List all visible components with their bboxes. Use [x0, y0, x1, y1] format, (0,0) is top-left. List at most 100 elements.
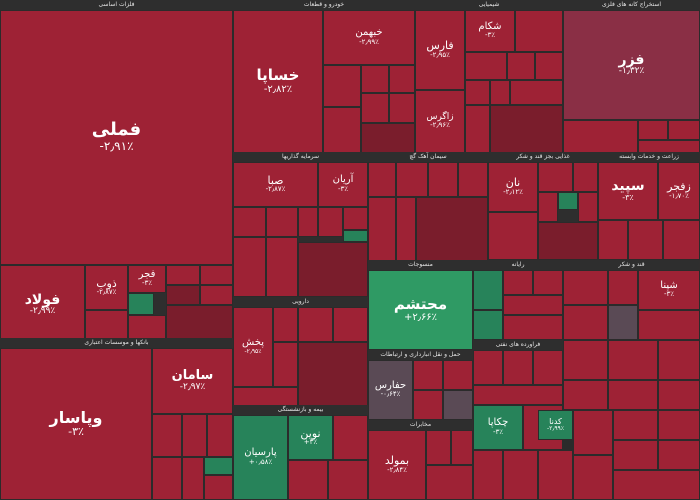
tile-small[interactable] — [266, 207, 298, 237]
tile-small[interactable] — [663, 220, 700, 260]
tile-small[interactable] — [233, 237, 266, 297]
tile-fajr[interactable]: فجر -۳٪ — [128, 265, 166, 293]
tile-small[interactable] — [233, 387, 298, 407]
tile-khodro[interactable]: خساپا -۲٫۸۲٪ — [233, 10, 323, 153]
tile-small[interactable] — [515, 10, 563, 52]
tile-fameli[interactable]: فملی -۲٫۹۱٪ — [0, 10, 233, 265]
tile-small[interactable] — [573, 455, 613, 500]
tile-small[interactable] — [503, 295, 563, 315]
tile-small[interactable] — [563, 120, 638, 153]
tile-small[interactable] — [200, 265, 233, 285]
tile-kdana[interactable]: کدنا -۲٫۹۹٪ — [538, 410, 573, 440]
tile-small[interactable] — [323, 107, 361, 153]
tile-small[interactable] — [563, 305, 608, 340]
tile-small[interactable] — [152, 414, 182, 457]
tile-small[interactable] — [333, 307, 368, 342]
tile-small[interactable] — [368, 197, 396, 262]
tile-small[interactable] — [166, 285, 200, 305]
tile-small[interactable] — [608, 340, 658, 380]
tile-small[interactable] — [573, 410, 613, 455]
tile-mohtasham[interactable]: محتشم +۲٫۶۶٪ — [368, 270, 473, 350]
tile-small[interactable] — [426, 465, 473, 500]
tile-small[interactable] — [343, 207, 368, 230]
tile-small[interactable] — [573, 162, 598, 192]
tile-small[interactable] — [323, 65, 361, 107]
tile-small[interactable] — [488, 212, 538, 260]
tile-pakhsh[interactable]: پخش -۲٫۹۵٪ — [233, 307, 273, 387]
tile-small[interactable] — [533, 270, 563, 295]
tile-small[interactable] — [658, 440, 700, 470]
tile-small-green[interactable] — [473, 270, 503, 310]
tile-small[interactable] — [273, 342, 298, 387]
tile-small[interactable] — [658, 410, 700, 440]
tile-small[interactable] — [200, 285, 233, 305]
tile-small[interactable] — [389, 93, 415, 123]
tile-saman[interactable]: سامان -۲٫۹۷٪ — [152, 348, 233, 414]
tile-small[interactable] — [368, 162, 396, 197]
tile-small[interactable] — [538, 450, 573, 500]
tile-small[interactable] — [563, 340, 608, 380]
tile-small[interactable] — [598, 220, 628, 260]
tile-small-green[interactable] — [558, 192, 578, 210]
tile-foulad[interactable]: فولاد -۲٫۹۹٪ — [0, 265, 85, 345]
tile-small[interactable] — [613, 470, 700, 500]
tile-small[interactable] — [578, 192, 598, 222]
tile-small[interactable] — [298, 207, 318, 237]
tile-zob[interactable]: ذوب -۲٫۸۷٪ — [85, 265, 128, 310]
tile-small[interactable] — [608, 380, 658, 410]
tile-bamlod[interactable]: بمولد -۲٫۸۴٪ — [368, 430, 426, 500]
tile-small[interactable] — [465, 105, 490, 153]
tile-small[interactable] — [298, 307, 333, 342]
tile-vepasar[interactable]: وپاسار -۳٪ — [0, 348, 152, 500]
tile-small[interactable] — [328, 460, 368, 500]
tile-small[interactable] — [613, 410, 658, 440]
tile-small[interactable] — [563, 270, 608, 305]
tile-small[interactable] — [266, 237, 298, 297]
tile-small[interactable] — [638, 120, 668, 140]
tile-small[interactable] — [628, 220, 663, 260]
tile-small[interactable] — [563, 380, 608, 410]
tile-small-green[interactable] — [128, 293, 154, 315]
tile-small[interactable] — [668, 120, 700, 140]
tile-sepid[interactable]: سپید -۳٪ — [598, 162, 658, 220]
tile-aryan[interactable]: آریان -۳٪ — [318, 162, 368, 207]
tile-small[interactable] — [658, 380, 700, 410]
tile-small[interactable] — [361, 93, 389, 123]
tile-small[interactable] — [182, 457, 204, 500]
tile-small[interactable] — [608, 305, 638, 340]
tile-small[interactable] — [318, 207, 343, 237]
tile-small[interactable] — [503, 350, 533, 385]
tile-small[interactable] — [207, 414, 233, 457]
tile-small[interactable] — [451, 430, 473, 465]
tile-fazar[interactable]: فزر -۱٫۳۲٪ — [563, 10, 700, 120]
tile-small[interactable] — [152, 457, 182, 500]
tile-small[interactable] — [638, 310, 700, 340]
tile-small[interactable] — [426, 430, 451, 465]
tile-shekam[interactable]: شکام -۳٪ — [465, 10, 515, 52]
tile-small[interactable] — [608, 270, 638, 305]
tile-small[interactable] — [298, 342, 368, 407]
tile-small[interactable] — [538, 222, 598, 260]
tile-small[interactable] — [361, 65, 389, 93]
tile-small[interactable] — [413, 390, 443, 420]
tile-parsian[interactable]: پارسیان +۰٫۵۸٪ — [233, 415, 288, 500]
tile-saba[interactable]: صبا -۲٫۸۷٪ — [233, 162, 318, 207]
tile-small[interactable] — [507, 52, 535, 80]
tile-small[interactable] — [298, 242, 368, 297]
tile-small[interactable] — [233, 207, 266, 237]
tile-small[interactable] — [396, 162, 428, 197]
tile-small[interactable] — [443, 360, 473, 390]
tile-small[interactable] — [473, 350, 503, 385]
tile-nab[interactable]: نان -۲٫۱۲٪ — [488, 162, 538, 212]
tile-shepna[interactable]: شپنا -۳٪ — [638, 270, 700, 310]
tile-small-green[interactable] — [343, 230, 368, 242]
tile-small[interactable] — [465, 52, 507, 80]
tile-small[interactable] — [490, 105, 563, 153]
tile-small[interactable] — [510, 80, 563, 105]
tile-small[interactable] — [204, 475, 233, 500]
tile-small[interactable] — [465, 80, 490, 105]
tile-small[interactable] — [538, 192, 558, 222]
tile-fars[interactable]: فارس -۲٫۹۵٪ — [415, 10, 465, 90]
tile-small[interactable] — [533, 350, 563, 385]
tile-novin[interactable]: نوین +۳٪ — [288, 415, 333, 460]
